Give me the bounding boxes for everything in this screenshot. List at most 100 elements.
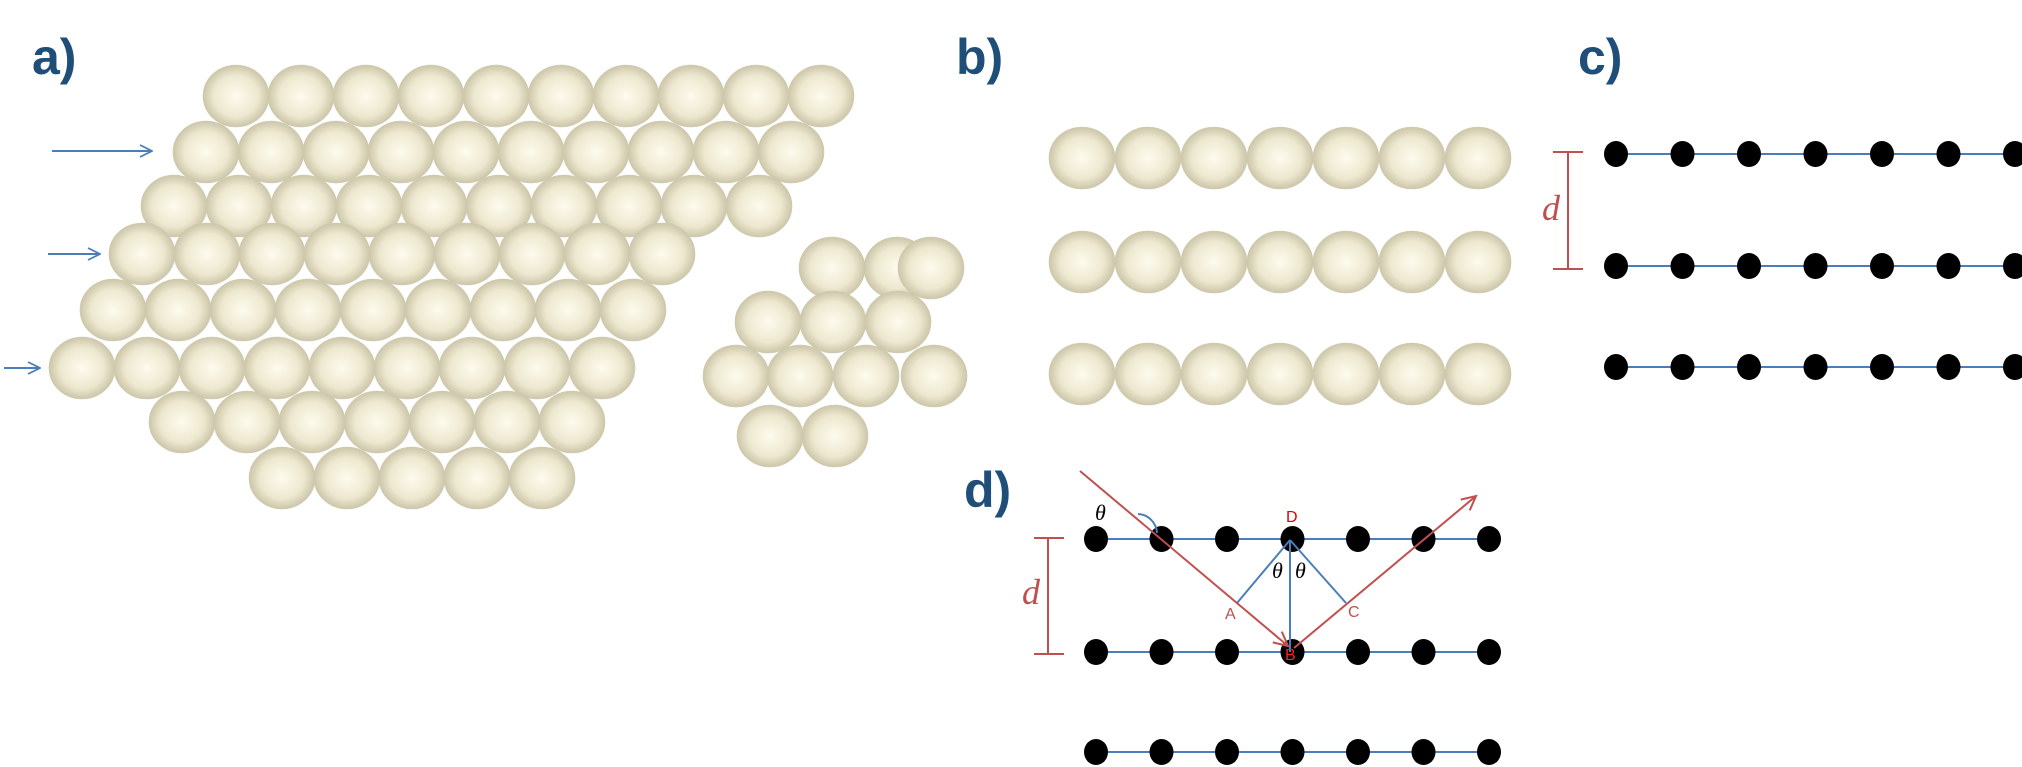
atom-a-r6-3 (178, 336, 246, 400)
lattice-point-c-r2-2 (1670, 253, 1695, 279)
atom-a-r5-8 (534, 278, 602, 342)
lattice-point-c-r1-6 (1936, 141, 1961, 167)
atom-a-r8-3 (378, 446, 446, 510)
atom-b-r1-3 (1180, 126, 1248, 190)
atom-a-r2-5 (432, 120, 500, 184)
lattice-point-c-r3-1 (1604, 354, 1628, 380)
lattice-point-c-r3-2 (1670, 354, 1695, 380)
atom-a-r5-6 (404, 278, 472, 342)
line-d-to-c (1289, 539, 1347, 604)
panel-d-spacing-label: d (1022, 572, 1041, 612)
lattice-point-c-r2-4 (1803, 253, 1828, 279)
lattice-point-c-r3-3 (1737, 354, 1761, 380)
atom-a-r7-6 (473, 390, 541, 454)
atom-b-r3-4 (1246, 342, 1314, 406)
atom-a-r7-2 (213, 390, 281, 454)
atom-a-r4-4 (303, 222, 371, 286)
point-b-label: B (1285, 647, 1296, 664)
atom-a-r4-2 (173, 222, 241, 286)
lattice-point-c-r2-3 (1737, 253, 1761, 279)
atom-a-ext-4 (734, 290, 802, 354)
lattice-point-d-r1-3 (1215, 526, 1239, 552)
lattice-point-c-r1-4 (1803, 141, 1828, 167)
incident-ray (1079, 470, 1288, 646)
panel-b-label: b) (956, 29, 1003, 85)
atom-b-r2-6 (1378, 230, 1446, 294)
atom-a-r7-5 (408, 390, 476, 454)
atom-a-r7-1 (148, 390, 216, 454)
atom-a-r1-10 (787, 64, 855, 128)
panel-a-label: a) (32, 29, 76, 85)
reflected-ray (1293, 496, 1476, 649)
atom-a-r2-6 (497, 120, 565, 184)
lattice-point-d-r2-2 (1149, 639, 1174, 665)
panel-d-label: d) (964, 462, 1011, 518)
atom-a-ext-5 (799, 290, 867, 354)
lattice-point-d-r3-1 (1084, 739, 1108, 765)
atom-b-r2-1 (1048, 230, 1116, 294)
lattice-point-c-r2-1 (1604, 253, 1628, 279)
atom-b-r1-6 (1378, 126, 1446, 190)
lattice-point-d-r1-7 (1477, 526, 1501, 552)
atom-a-ext-11 (736, 404, 804, 468)
atom-a-r1-4 (397, 64, 465, 128)
atom-a-r8-4 (443, 446, 511, 510)
atom-a-r6-6 (373, 336, 441, 400)
atom-a-r1-7 (592, 64, 660, 128)
atom-a-r7-3 (278, 390, 346, 454)
atom-a-r2-8 (627, 120, 695, 184)
theta-label-right: θ (1295, 558, 1306, 583)
atom-a-r2-7 (562, 120, 630, 184)
atom-b-r1-4 (1246, 126, 1314, 190)
atom-a-r4-1 (108, 222, 176, 286)
lattice-point-c-r2-7 (2003, 253, 2022, 279)
atom-a-r2-2 (237, 120, 305, 184)
atom-a-r2-3 (302, 120, 370, 184)
point-d-label: D (1286, 509, 1298, 526)
atom-a-ext-7 (702, 344, 770, 408)
atom-a-ext-12 (801, 404, 869, 468)
lattice-point-c-r2-6 (1936, 253, 1961, 279)
atom-b-r2-3 (1180, 230, 1248, 294)
atom-a-r4-6 (433, 222, 501, 286)
lattice-point-d-r2-1 (1084, 639, 1108, 665)
atom-b-r3-6 (1378, 342, 1446, 406)
atom-a-r1-8 (657, 64, 725, 128)
line-d-to-a (1236, 539, 1291, 604)
panel-b-atom-planes (1048, 126, 1512, 406)
atom-a-r2-9 (692, 120, 760, 184)
theta-label-incident: θ (1095, 500, 1106, 525)
atom-b-r1-7 (1444, 126, 1512, 190)
atom-a-r8-2 (313, 446, 381, 510)
atom-b-r3-3 (1180, 342, 1248, 406)
lattice-point-d-r3-4 (1280, 739, 1305, 765)
lattice-point-d-r2-5 (1346, 639, 1370, 665)
panel-c-spacing-marker (1553, 151, 1583, 270)
lattice-point-c-r3-4 (1803, 354, 1828, 380)
atom-a-r4-9 (628, 222, 696, 286)
panel-d-spacing-marker (1034, 537, 1064, 655)
atom-a-r5-1 (79, 278, 147, 342)
lattice-point-c-r3-6 (1936, 354, 1961, 380)
lattice-point-c-r3-5 (1870, 354, 1894, 380)
atom-a-r2-1 (172, 120, 240, 184)
atom-a-r4-5 (368, 222, 436, 286)
panel-a-close-packed-atoms (48, 64, 968, 510)
atom-a-r2-4 (367, 120, 435, 184)
atom-a-r6-7 (438, 336, 506, 400)
atom-a-r6-9 (568, 336, 636, 400)
atom-a-ext-1 (798, 236, 866, 300)
lattice-point-c-r1-1 (1604, 141, 1628, 167)
atom-b-r1-1 (1048, 126, 1116, 190)
atom-a-r1-5 (462, 64, 530, 128)
atom-a-r1-3 (332, 64, 400, 128)
atom-a-r3-10 (725, 174, 793, 238)
atom-a-r5-3 (209, 278, 277, 342)
atom-a-ext-8 (766, 344, 834, 408)
atom-a-ext-10 (900, 344, 968, 408)
atom-a-r5-2 (144, 278, 212, 342)
atom-b-r1-2 (1114, 126, 1182, 190)
atom-a-r5-4 (274, 278, 342, 342)
atom-a-r1-2 (267, 64, 335, 128)
atom-b-r3-1 (1048, 342, 1116, 406)
